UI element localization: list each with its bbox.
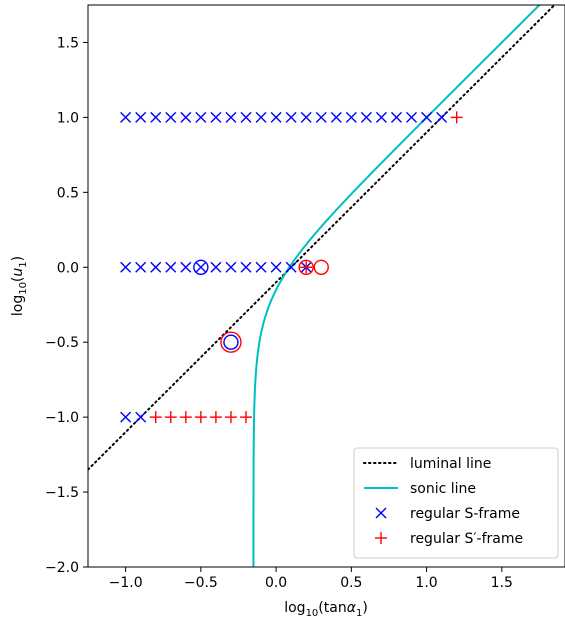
sprime-frame-point [179,411,192,424]
legend-s-frame-marker [375,507,387,519]
legend-sprime-frame-label: regular S′-frame [410,531,523,547]
s-frame-point [360,111,372,123]
y-axis-label: log10(u1) [10,256,29,316]
sprime-frame-point [164,411,177,424]
legend-box [353,447,559,559]
s-frame-point [135,411,147,423]
x-axis: −1.0 −0.5 0.0 0.5 1.0 1.5 [109,567,513,591]
s-frame-point [390,111,402,123]
s-frame-point [120,261,132,273]
s-frame-point [180,261,192,273]
y-tick-label: 0.0 [57,260,79,276]
sprime-frame-point [450,111,463,124]
y-tick-label: −1.5 [45,485,79,501]
s-frame-point [120,411,132,423]
s-frame-point [270,261,282,273]
s-frame-point [135,111,147,123]
legend-sonic-label: sonic line [410,481,476,497]
sprime-frame-point [149,411,162,424]
s-frame-point [255,261,267,273]
s-frame-point [315,111,327,123]
s-frame-point [285,261,297,273]
circle-marker [313,259,329,275]
legend: luminal line sonic line regular S-frame … [353,447,559,559]
s-frame-point [375,111,387,123]
circle-marker [220,331,242,353]
s-frame-point [406,111,418,123]
luminal-line [88,5,556,471]
s-frame-point [225,111,237,123]
sonic-line [252,5,541,567]
s-frame-point [330,111,342,123]
legend-sprime-frame-marker [375,532,387,544]
y-tick-label: 1.5 [57,35,79,51]
sprime-frame-point [239,411,252,424]
circle-marker [298,259,314,275]
x-tick-label: −0.5 [184,575,218,591]
y-tick-label: 0.5 [57,185,79,201]
s-frame-point [421,111,433,123]
s-frame-point [150,261,162,273]
s-frame-point [270,111,282,123]
s-frame-point [135,261,147,273]
circle-marker [193,259,209,275]
y-tick-label: 1.0 [57,110,79,126]
s-frame-point [285,111,297,123]
x-tick-label: 0.5 [340,575,362,591]
circle-marker [223,334,239,350]
s-frame-point [345,111,357,123]
s-frame-point [210,261,222,273]
x-axis-label: log10(tanα1) [284,600,368,619]
s-frame-point [120,111,132,123]
x-tick-label: 1.5 [491,575,513,591]
x-tick-label: −1.0 [109,575,143,591]
y-tick-label: −1.0 [45,410,79,426]
s-frame-point [436,111,448,123]
plot-frame [87,4,565,568]
s-frame-point [165,261,177,273]
s-frame-point [195,111,207,123]
s-frame-point [300,111,312,123]
y-tick-label: −0.5 [45,335,79,351]
legend-s-frame-label: regular S-frame [410,506,520,522]
s-frame-point [195,261,207,273]
s-frame-point [180,111,192,123]
sprime-frame-point [194,411,207,424]
y-tick-label: −2.0 [45,560,79,576]
s-frame-point [255,111,267,123]
s-frame-point [240,111,252,123]
sprime-frame-point [300,261,313,274]
s-frame-point [150,111,162,123]
x-tick-label: 0.0 [265,575,287,591]
s-frame-point [165,111,177,123]
legend-luminal-label: luminal line [410,456,491,472]
sprime-frame-point [209,411,222,424]
sprime-frame-point [224,411,237,424]
x-tick-label: 1.0 [415,575,437,591]
s-frame-point [240,261,252,273]
s-frame-point [210,111,222,123]
y-axis: −2.0 −1.5 −1.0 −0.5 0.0 0.5 1.0 1.5 [45,35,88,576]
s-frame-point [225,261,237,273]
plot-area [88,5,556,567]
